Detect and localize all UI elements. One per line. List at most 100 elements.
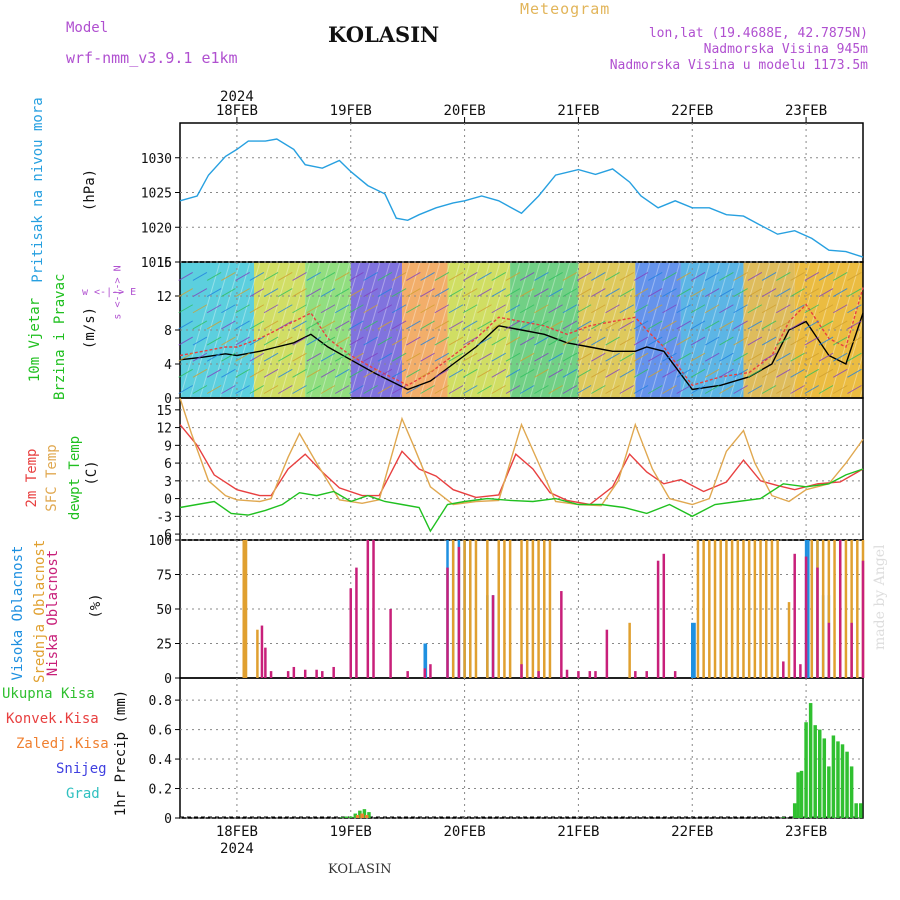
coordinates: lon,lat (19.4688E, 42.7875N) — [648, 26, 868, 41]
bar-srednja-oblacnost — [742, 540, 745, 678]
wind-arrow — [434, 272, 450, 281]
footer-station: KOLASIN — [328, 862, 392, 877]
wind-arrow — [349, 368, 364, 378]
wind-arrow — [263, 304, 279, 314]
wind-arrow — [263, 336, 279, 346]
wind-arrow — [306, 385, 322, 394]
legend-snijeg: Snijeg — [56, 761, 107, 777]
bar-zaledj-kisa — [364, 815, 369, 818]
wind-hatch — [799, 261, 841, 399]
wind-arrow — [420, 352, 435, 362]
wind-arrow — [420, 288, 435, 298]
bar-ukupna-kisa — [781, 817, 786, 818]
wind-arrow — [747, 385, 763, 394]
wind-arrow — [263, 320, 279, 330]
wind-arrow — [605, 272, 620, 281]
bar-ukupna-kisa — [831, 735, 836, 818]
bar-niska-oblacnost — [656, 560, 660, 678]
wind-arrow — [776, 368, 791, 378]
bar-srednja-oblacnost — [827, 540, 831, 678]
bar-niska-oblacnost — [565, 669, 569, 678]
wind-arrow — [334, 304, 350, 314]
wind-arrow — [562, 288, 578, 298]
wind-arrow — [221, 368, 236, 378]
wind-arrow — [633, 385, 649, 394]
wind-arrow — [548, 385, 563, 394]
bar-niska-oblacnost — [594, 671, 597, 678]
wind-arrow — [206, 368, 222, 378]
bar-srednja-oblacnost — [713, 540, 717, 678]
wind-arrow — [519, 288, 535, 298]
wind-arrow — [633, 352, 649, 362]
wind-arrow — [733, 385, 748, 394]
top-day-label: 23FEB — [785, 103, 827, 119]
wind-arrow — [477, 288, 492, 298]
wind-arrow — [847, 320, 862, 330]
wind-arrow — [534, 368, 549, 378]
wind-arrow — [320, 352, 336, 362]
wind-arrow — [619, 272, 635, 281]
wind-arrow — [391, 304, 407, 314]
wind-arrow — [790, 272, 805, 281]
bar-srednja-oblacnost — [463, 540, 466, 678]
wind-arrow — [676, 368, 691, 378]
wind-arrow — [704, 288, 720, 298]
wind-arrow — [420, 320, 435, 330]
wind-hatch — [379, 261, 421, 399]
bar-niska-oblacnost — [457, 546, 461, 678]
wind-arrow — [747, 336, 763, 346]
wind-arrow — [662, 336, 677, 346]
wind-arrow — [505, 385, 521, 394]
wind-arrow — [463, 352, 478, 362]
wind-arrow — [235, 385, 250, 394]
bar-srednja-oblacnost — [242, 540, 245, 678]
meteogram-label: Meteogram — [520, 0, 611, 18]
wind-arrow — [420, 368, 435, 378]
bar-srednja-oblacnost — [531, 540, 535, 678]
bar-niska-oblacnost — [292, 666, 296, 678]
wind-arrow — [776, 288, 791, 298]
wind-arrow — [847, 368, 862, 378]
wind-arrow — [491, 304, 506, 314]
wind-arrow — [719, 272, 734, 281]
bar-visoka-oblacnost — [807, 540, 810, 678]
wind-arrow — [591, 385, 606, 394]
wind-arrow — [818, 304, 834, 314]
bar-visoka-oblacnost — [693, 622, 696, 678]
wind-arrow — [648, 320, 663, 330]
wind-hatch — [199, 261, 241, 399]
wind-arrow — [334, 385, 350, 394]
wind-arrow — [377, 304, 393, 314]
y-tick-label-wind: 0 — [164, 392, 172, 407]
model-label: Model — [66, 20, 109, 36]
wind-arrow — [192, 368, 208, 378]
wind-arrow — [263, 385, 279, 394]
wind-arrow — [221, 320, 236, 330]
wind-hatch — [349, 261, 391, 399]
bar-niska-oblacnost — [537, 671, 540, 678]
wind-arrow — [406, 320, 421, 330]
wind-arrow — [178, 288, 193, 298]
bar-niska-oblacnost — [286, 671, 290, 678]
y-tick-label-precipitation: 0.2 — [149, 783, 172, 798]
wind-arrow — [519, 336, 535, 346]
wind-arrow — [832, 272, 848, 281]
wind-arrow — [619, 385, 635, 394]
wind-arrow — [804, 272, 820, 281]
wind-arrow — [206, 272, 222, 281]
wind-arrow — [648, 385, 663, 394]
bar-niska-oblacnost — [372, 540, 375, 678]
wind-arrow — [448, 288, 464, 298]
bar-niska-oblacnost — [423, 668, 426, 678]
wind-arrow — [363, 304, 378, 314]
bar-srednja-oblacnost — [503, 540, 506, 678]
y-tick-label-cloud: 0 — [164, 672, 172, 687]
bar-niska-oblacnost — [673, 671, 677, 678]
wind-arrow — [662, 272, 677, 281]
wind-arrow — [648, 352, 663, 362]
wind-arrow — [690, 336, 706, 346]
wind-band-3 — [350, 262, 402, 398]
wind-arrow — [406, 352, 421, 362]
wind-arrow — [448, 304, 464, 314]
